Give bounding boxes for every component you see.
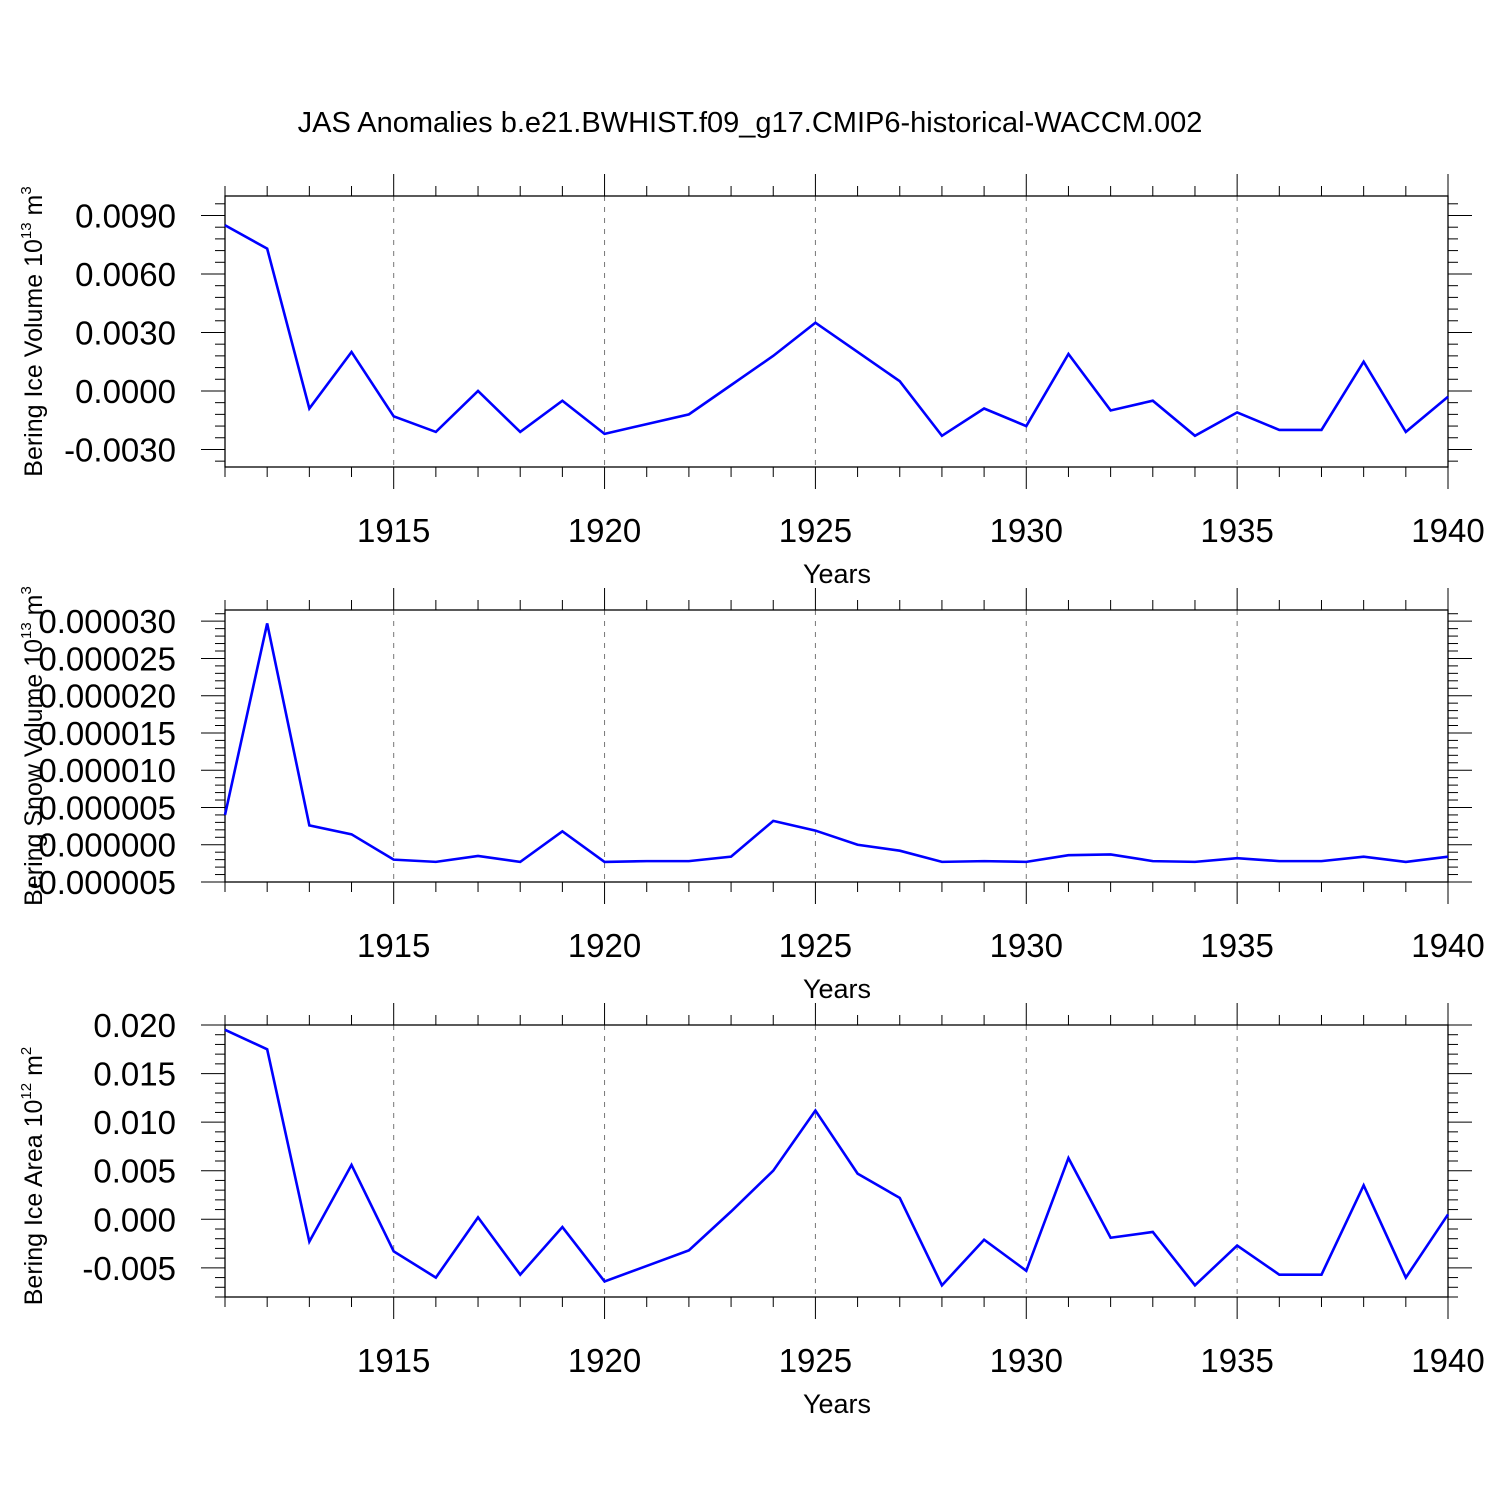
y-tick-label: 0.0090 [75, 197, 176, 234]
x-tick-label: 1930 [990, 927, 1063, 964]
x-tick-label: 1940 [1411, 512, 1484, 549]
panels: 1915 1920 1925 1930 1935 1940 Years -0.0030 0.00… [18, 174, 1485, 1419]
y-tick-label: 0.015 [93, 1056, 176, 1093]
x-axis-label: Years [803, 1389, 871, 1419]
chart-panel-3: 1915 1920 1925 1930 1935 1940 Years -0.005 0.000… [18, 1003, 1485, 1419]
y-axis-label: Bering Snow Volume 1013 m3 [18, 586, 48, 906]
x-tick-label: 1935 [1200, 1342, 1273, 1379]
y-tick-label: -0.005 [82, 1250, 176, 1287]
y-tick-label: 0.000005 [38, 789, 176, 826]
y-tick-label: 0.0060 [75, 256, 176, 293]
y-tick-label: -0.000005 [27, 864, 176, 901]
y-tick-label: 0.000025 [38, 640, 176, 677]
x-tick-label: 1935 [1200, 512, 1273, 549]
x-tick-label: 1935 [1200, 927, 1273, 964]
chart-panel-2: 1915 1920 1925 1930 1935 1940Years-0.0000050.… [18, 586, 1485, 1004]
y-tick-label: 0.000 [93, 1201, 176, 1238]
x-tick-label: 1915 [357, 512, 430, 549]
chart-panel-1: 1915 1920 1925 1930 1935 1940 Years -0.0030 0.00… [18, 174, 1485, 589]
y-tick-label: 0.000010 [38, 752, 176, 789]
x-axis-label: Years [803, 559, 871, 589]
x-tick-label: 1930 [990, 1342, 1063, 1379]
series-line [223, 623, 1449, 864]
y-tick-label: 0.020 [93, 1007, 176, 1044]
series-line [224, 1028, 1450, 1288]
y-tick-label: 0.0030 [75, 314, 176, 351]
y-axis-label: Bering Ice Area 1012 m2 [18, 1047, 48, 1306]
plot-frame [224, 1024, 1449, 1298]
series-line [224, 224, 1449, 438]
plot-frame [224, 195, 1449, 468]
y-tick-label: 0.000020 [38, 678, 176, 715]
x-tick-label: 1915 [357, 927, 430, 964]
y-tick-label: 0.005 [93, 1153, 176, 1190]
y-axis-label: Bering Ice Volume 1013 m3 [18, 186, 48, 476]
x-tick-label: 1940 [1411, 927, 1484, 964]
figure-title: JAS Anomalies b.e21.BWHIST.f09_g17.CMIP6… [298, 107, 1203, 139]
x-axis-label: Years [803, 974, 871, 1004]
x-tick-label: 1925 [779, 927, 852, 964]
y-tick-label: 0.000015 [38, 715, 176, 752]
x-tick-label: 1920 [568, 512, 641, 549]
y-tick-label: 0.000000 [38, 827, 176, 864]
y-tick-label: 0.000030 [38, 603, 176, 640]
x-tick-label: 1940 [1411, 1342, 1484, 1379]
x-tick-label: 1930 [990, 512, 1063, 549]
x-tick-label: 1925 [779, 512, 852, 549]
x-tick-label: 1920 [568, 1342, 641, 1379]
x-tick-label: 1925 [779, 1342, 852, 1379]
y-tick-label: 0.0000 [75, 373, 176, 410]
y-tick-label: -0.0030 [64, 431, 176, 468]
y-tick-label: 0.010 [93, 1104, 176, 1141]
x-tick-label: 1915 [357, 1342, 430, 1379]
plot-frame [224, 609, 1449, 883]
x-tick-label: 1920 [568, 927, 641, 964]
